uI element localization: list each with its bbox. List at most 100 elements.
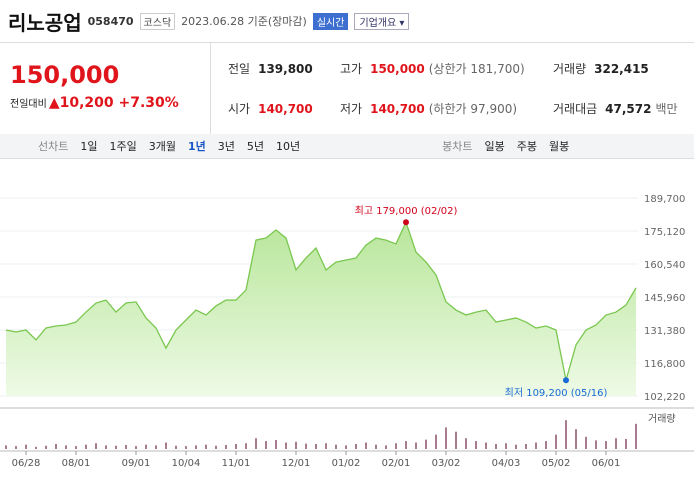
volume-bar bbox=[545, 441, 547, 449]
tab[interactable]: 3년 bbox=[217, 140, 235, 153]
volume-bar bbox=[35, 446, 37, 449]
volume-bar bbox=[355, 443, 357, 449]
volume-bar bbox=[55, 443, 57, 449]
cell-value: 322,415 bbox=[594, 62, 649, 76]
stock-code: 058470 bbox=[87, 14, 134, 28]
x-tick-label: 02/01 bbox=[382, 458, 411, 469]
volume-bar bbox=[535, 442, 537, 449]
volume-bar bbox=[65, 445, 67, 449]
cell-label: 거래대금 bbox=[553, 102, 598, 116]
tab[interactable]: 10년 bbox=[276, 140, 301, 153]
badge[interactable]: 실시간 bbox=[312, 12, 349, 30]
change-value: 10,200 bbox=[59, 95, 114, 111]
annotation: 최저 109,200 (05/16) bbox=[505, 387, 608, 399]
volume-bar bbox=[495, 443, 497, 449]
tab[interactable]: 5년 bbox=[246, 140, 265, 153]
volume-bar bbox=[525, 443, 527, 449]
price: 150,000 bbox=[10, 61, 120, 89]
y-tick-label: 102,220 bbox=[644, 392, 685, 403]
y-tick-label: 189,700 bbox=[644, 194, 685, 205]
volume-bar bbox=[595, 440, 597, 449]
volume-bar bbox=[575, 429, 577, 449]
volume-bar bbox=[215, 445, 217, 449]
volume-bar bbox=[255, 438, 257, 449]
volume-bar bbox=[15, 446, 17, 449]
volume-bar bbox=[365, 442, 367, 449]
volume-bar bbox=[5, 445, 7, 449]
cell-label: 저가 bbox=[340, 102, 363, 116]
volume-bar bbox=[565, 420, 567, 449]
cell-value: 140,700 bbox=[370, 102, 425, 116]
volume-bar bbox=[95, 443, 97, 449]
company-button[interactable]: 기업개요 ▾ bbox=[354, 12, 410, 30]
volume-bar bbox=[395, 443, 397, 449]
change: 전일대비 ▲10,200 +7.30% bbox=[10, 95, 179, 111]
volume-bar bbox=[135, 446, 137, 449]
price-line bbox=[5, 220, 637, 381]
x-tick-label: 06/01 bbox=[592, 458, 621, 469]
volume-bar bbox=[25, 444, 27, 449]
volume-bar bbox=[625, 438, 627, 449]
annotation-dot bbox=[403, 219, 409, 226]
volume-bar bbox=[585, 436, 587, 449]
volume-bar bbox=[305, 443, 307, 449]
change-rate: +7.30% bbox=[118, 95, 179, 111]
cell-note: (하한가 97,900) bbox=[428, 102, 518, 116]
volume-bar bbox=[345, 445, 347, 449]
volume-bar bbox=[605, 441, 607, 449]
annotation: 최고 179,000 (02/02) bbox=[355, 205, 458, 217]
volume-bar bbox=[465, 438, 467, 449]
volume-bar bbox=[195, 445, 197, 449]
tab[interactable]: 일봉 bbox=[484, 140, 505, 153]
volume-bar bbox=[185, 446, 187, 449]
volume-bar bbox=[515, 444, 517, 449]
y-tick-label: 131,380 bbox=[644, 326, 685, 337]
tab[interactable]: 1일 bbox=[80, 140, 98, 153]
volume-bar bbox=[245, 443, 247, 449]
cell-value: 140,700 bbox=[258, 102, 313, 116]
volume-bar bbox=[45, 445, 47, 449]
volume-bar bbox=[435, 434, 437, 449]
cell-value: 139,800 bbox=[258, 62, 313, 76]
stock-name: 리노공업 bbox=[8, 10, 82, 35]
volume-bar bbox=[285, 442, 287, 449]
quote-cell: 시가 140,700 bbox=[228, 100, 313, 117]
change-label: 전일대비 bbox=[10, 99, 47, 110]
x-tick-label: 03/02 bbox=[432, 458, 461, 469]
label: 기업개요 bbox=[359, 17, 397, 29]
volume-label: 거래량 bbox=[648, 413, 676, 425]
volume-bar bbox=[205, 444, 207, 449]
tab[interactable]: 1년 bbox=[188, 140, 206, 153]
volume-bar bbox=[615, 438, 617, 449]
quote-cell: 전일 139,800 bbox=[228, 60, 313, 77]
x-tick-label: 09/01 bbox=[122, 458, 151, 469]
tab[interactable]: 주봉 bbox=[516, 140, 538, 153]
volume-bar bbox=[385, 445, 387, 449]
volume-bar bbox=[225, 445, 227, 449]
y-tick-label: 116,800 bbox=[644, 359, 685, 370]
x-tick-label: 12/01 bbox=[282, 458, 311, 469]
volume-bar bbox=[155, 445, 157, 449]
cell-value: 150,000 bbox=[370, 62, 425, 76]
tab[interactable]: 1주일 bbox=[109, 140, 137, 153]
market: 코스닥 bbox=[139, 12, 176, 30]
x-tick-label: 04/03 bbox=[492, 458, 521, 469]
volume-bar bbox=[375, 444, 377, 449]
x-tick-label: 10/04 bbox=[172, 458, 201, 469]
quote-cell: 저가 140,700 (하한가 97,900) bbox=[340, 100, 517, 117]
tab[interactable]: 월봉 bbox=[549, 140, 570, 153]
x-tick-label: 01/02 bbox=[332, 458, 361, 469]
cell-label: 고가 bbox=[340, 62, 363, 76]
tab-group-label: 봉차트 bbox=[442, 140, 473, 153]
tab-group-label: 선차트 bbox=[38, 140, 69, 153]
cell-label: 시가 bbox=[228, 102, 251, 116]
volume-bar bbox=[415, 442, 417, 449]
volume-bar bbox=[165, 442, 167, 449]
area bbox=[6, 222, 636, 396]
y-tick-label: 160,540 bbox=[644, 260, 685, 271]
tab[interactable]: 3개월 bbox=[148, 140, 176, 153]
cell-value: 47,572 bbox=[605, 102, 652, 116]
volume-bar bbox=[635, 423, 637, 449]
price-cell: 150,000 전일대비 ▲10,200 +7.30% bbox=[0, 43, 211, 135]
volume-bar bbox=[125, 445, 127, 449]
